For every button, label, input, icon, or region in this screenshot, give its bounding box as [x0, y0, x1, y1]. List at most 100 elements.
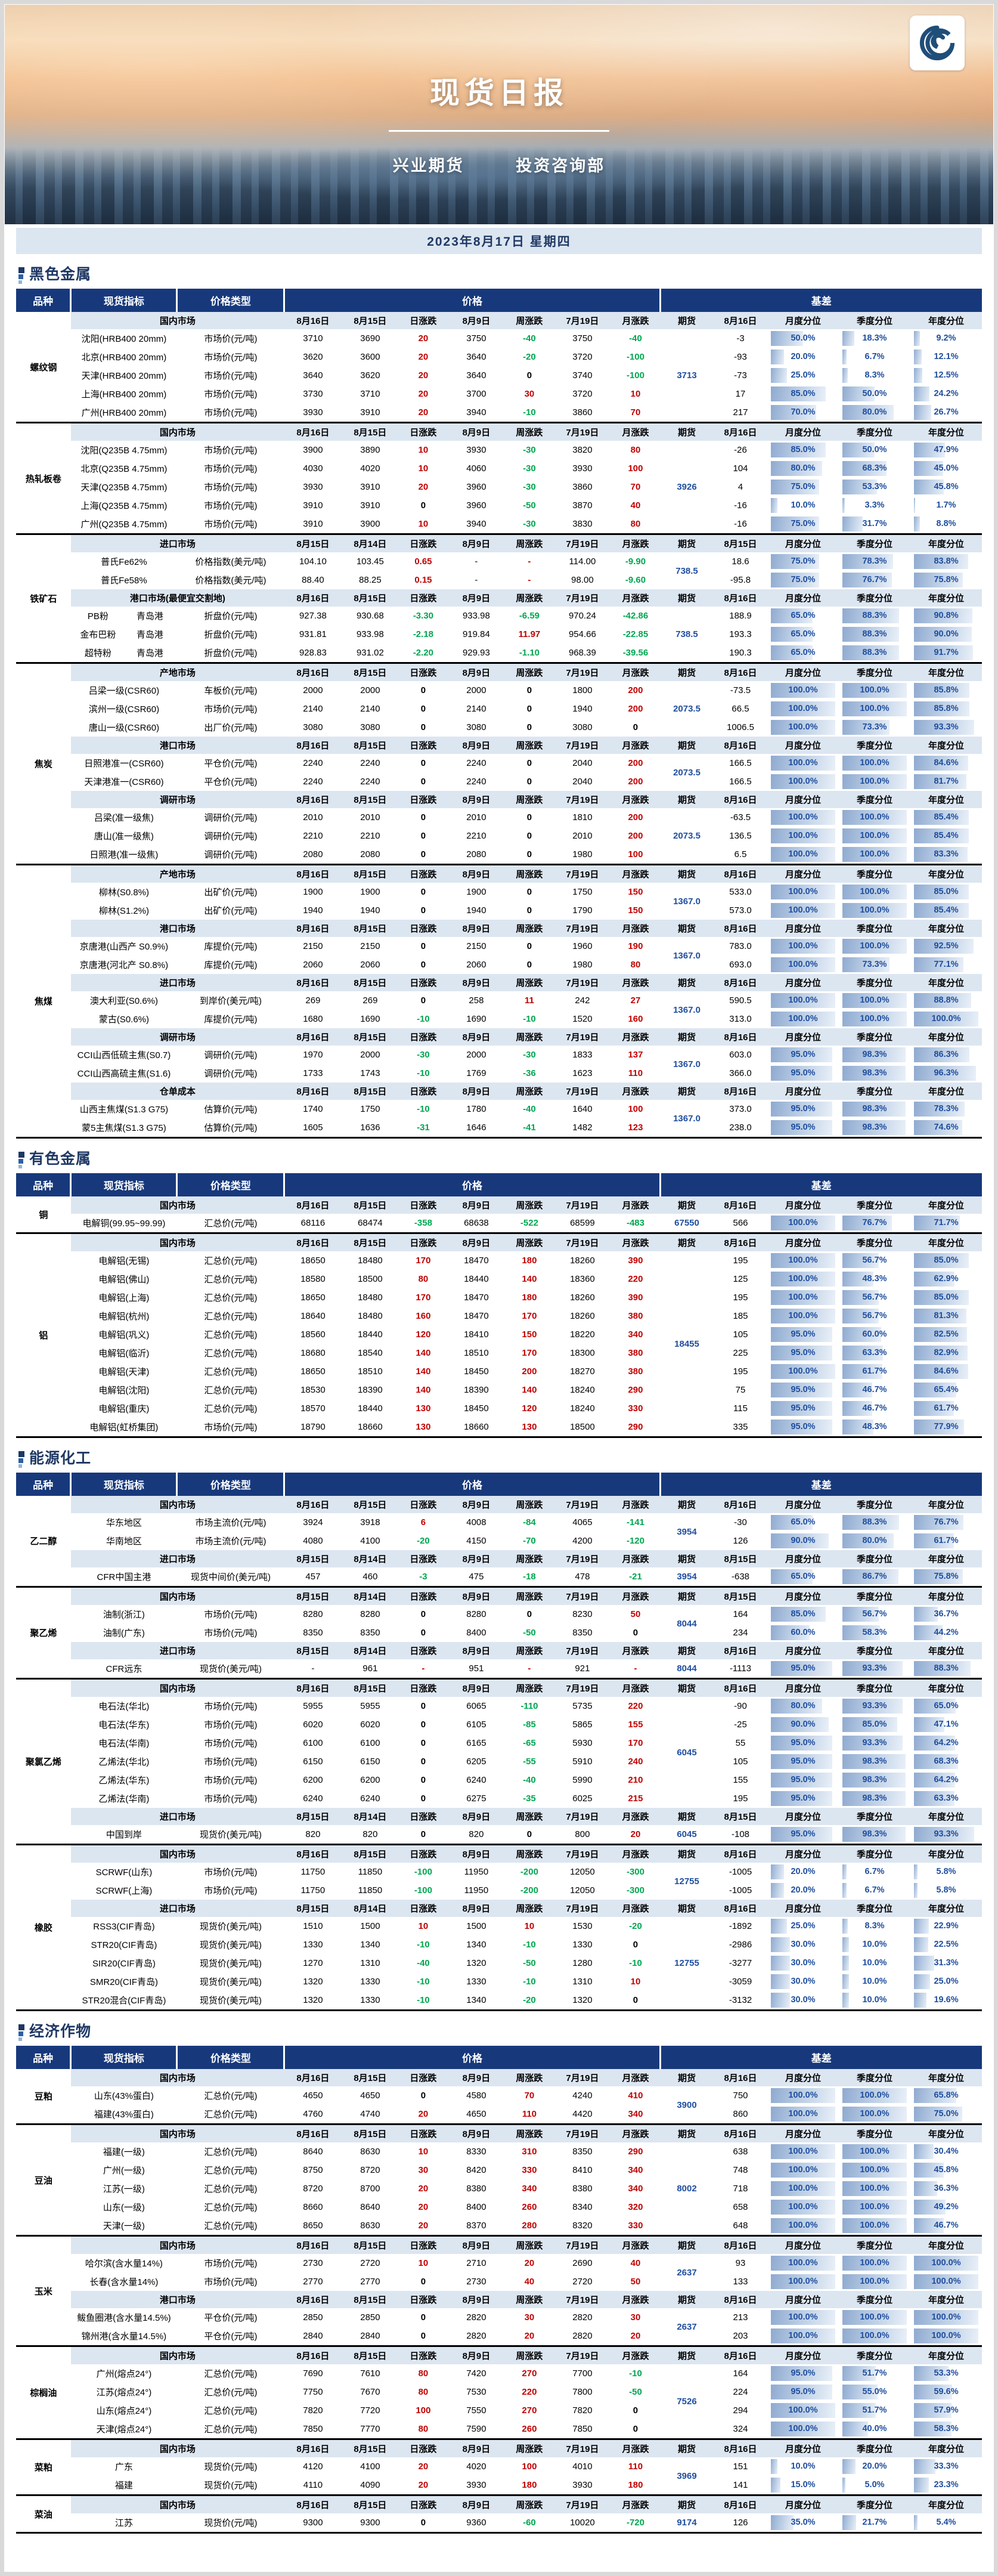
change-cell: 20	[418, 2184, 429, 2194]
percentile-bar-wrap: 85.0%	[771, 1607, 835, 1622]
percentile-bar	[771, 2274, 836, 2289]
change-cell: 380	[628, 1366, 643, 1377]
subheader-date: 季度分位	[839, 1496, 911, 1513]
price-cell: 1340	[466, 1995, 486, 2005]
indicator-cell: CCI山西低硫主焦(S0.7)	[77, 1050, 171, 1060]
percentile-cell: 100.0%	[767, 2105, 839, 2124]
percentile-value: 12.1%	[934, 352, 959, 361]
subheader-date: 月涨跌	[610, 2069, 661, 2086]
percentile-cell: 100.0%	[839, 681, 910, 700]
price-type-cell: 到岸价(美元/吨)	[199, 996, 262, 1006]
percentile-cell: 90.8%	[910, 607, 982, 625]
indicator-cell: CFR中国主港	[97, 1572, 151, 1582]
change-cell: 290	[628, 1385, 643, 1395]
subheader-row: 豆油 国内市场 8月16日 8月15日 日涨跌 8月9日 周涨跌 7月19日 月涨跌 期货 8月16…	[16, 2123, 982, 2236]
change-cell: 170	[522, 1311, 537, 1321]
price-cell: 820	[469, 1829, 484, 1839]
percentile-cell: 57.9%	[910, 2401, 982, 2420]
subheader-date: 期货	[660, 1808, 714, 1825]
market-type-label: 国内市场	[70, 2123, 284, 2142]
percentile-value: 100.0%	[931, 2331, 961, 2340]
table-row: 鲅鱼圈港(含水量14.5%) 平仓价(元/吨) 2850 2850 0 2820 30 282…	[16, 2308, 982, 2332]
percentile-value: 45.0%	[934, 463, 959, 473]
subheader-date: 年度分位	[910, 422, 982, 441]
percentile-bar-wrap: 100.0%	[842, 885, 907, 899]
percentile-bar	[771, 993, 836, 1008]
percentile-bar-wrap: 12.5%	[914, 368, 978, 383]
percentile-bar-wrap: 57.9%	[914, 2403, 978, 2418]
percentile-bar-wrap: 88.3%	[842, 608, 907, 623]
percentile-cell: 100.0%	[839, 827, 910, 845]
percentile-cell: 83.3%	[910, 845, 982, 865]
subheader-date: 年度分位	[910, 1844, 982, 1863]
table-header-row: 品种 现货指标 价格类型 价格 基差	[16, 1473, 982, 1496]
percentile-bar-wrap: 3.3%	[842, 498, 907, 513]
price-cell: 6240	[303, 1793, 323, 1804]
change-cell: 280	[522, 2221, 537, 2231]
percentile-cell: 51.7%	[839, 2401, 910, 2420]
percentile-value: 100.0%	[860, 941, 889, 951]
percentile-value: 82.9%	[934, 1348, 959, 1357]
percentile-cell: 10.0%	[839, 1954, 910, 1972]
basis-cell: -3	[736, 333, 745, 344]
table-row: 电解铝(佛山) 汇总价(元/吨) 18580 18500 80 18440 140 18360…	[16, 1270, 982, 1288]
percentile-bar	[842, 1216, 892, 1230]
change-cell: 200	[628, 704, 643, 714]
percentile-cell: 85.0%	[767, 1605, 839, 1623]
subheader-date: 年度分位	[910, 791, 982, 808]
subheader-date: 日涨跌	[398, 1496, 448, 1513]
change-cell: 20	[630, 2331, 641, 2341]
change-cell: 0	[420, 2277, 426, 2287]
subheader-date: 7月19日	[553, 2438, 611, 2457]
percentile-cell: 100.0%	[839, 2105, 910, 2124]
price-cell: 18510	[358, 1366, 383, 1377]
percentile-value: 100.0%	[788, 2277, 818, 2286]
percentile-value: 48.3%	[862, 1422, 887, 1431]
change-cell: 0	[526, 704, 532, 714]
price-type-cell: 市场价(元/吨)	[204, 1776, 258, 1786]
price-cell: 1790	[572, 905, 593, 916]
percentile-cell: 100.0%	[767, 2216, 839, 2236]
table-row: 江苏(熔点24°) 汇总价(元/吨) 7750 7670 80 7530 220 7800 -5…	[16, 2383, 982, 2401]
subheader-date: 8月15日	[341, 662, 399, 681]
market-type-label: 国内市场	[70, 1586, 284, 1605]
percentile-bar	[771, 2403, 836, 2418]
percentile-value: 100.0%	[788, 2109, 818, 2119]
percentile-cell: 95.0%	[767, 1418, 839, 1437]
table-row: 天津港准一(CSR60) 平仓价(元/吨) 2240 2240 0 2240 0 2040 20…	[16, 772, 982, 791]
percentile-value: 62.9%	[934, 1274, 959, 1284]
table-row: 油制(广东) 市场价(元/吨) 8350 8350 0 8400 -50 8350 0 234 60…	[16, 1623, 982, 1642]
percentile-value: 65.0%	[791, 629, 816, 639]
percentile-cell: 100.0%	[767, 754, 839, 772]
change-cell: -358	[414, 1218, 432, 1228]
basis-cell: 324	[733, 2424, 748, 2434]
price-cell: 2770	[303, 2277, 323, 2287]
percentile-bar-wrap: 95.0%	[771, 1736, 835, 1751]
change-cell: 0	[420, 995, 426, 1006]
subheader-date: 7月19日	[553, 1808, 611, 1825]
change-cell: 340	[628, 1329, 643, 1340]
indicator-cell: 天津(熔点24°)	[96, 2425, 152, 2435]
percentile-bar-wrap: 84.6%	[914, 756, 978, 771]
percentile-bar	[914, 810, 969, 825]
percentile-bar	[771, 847, 836, 862]
percentile-cell: 100.0%	[839, 2142, 910, 2161]
change-cell: 20	[418, 389, 429, 399]
percentile-bar	[771, 2163, 836, 2178]
subheader-date: 期货	[660, 1642, 714, 1659]
percentile-cell: 56.7%	[839, 1605, 910, 1623]
percentile-value: 98.3%	[862, 1050, 887, 1059]
price-cell: 1646	[466, 1122, 486, 1133]
percentile-cell: 65.0%	[767, 644, 839, 663]
subheader-date: 周涨跌	[504, 1642, 554, 1659]
price-cell: 1900	[466, 887, 486, 897]
indicator-cell: CCI山西高硫主焦(S1.6)	[77, 1069, 171, 1079]
percentile-cell: 100.0%	[839, 2308, 910, 2327]
percentile-bar-wrap: 100.0%	[771, 1012, 836, 1026]
percentile-bar-wrap: 75.8%	[914, 573, 978, 587]
subheader-date: 8月15日	[341, 589, 399, 607]
subheader-row: 铜国内市场 8月16日 8月15日 日涨跌 8月9日 周涨跌 7月19日 月涨跌 期货 8月16日…	[16, 1196, 982, 1233]
percentile-cell: 95.0%	[767, 1771, 839, 1789]
market-type-label: 进口市场	[70, 1550, 284, 1567]
futures-price-cell: 8002	[677, 2184, 697, 2194]
